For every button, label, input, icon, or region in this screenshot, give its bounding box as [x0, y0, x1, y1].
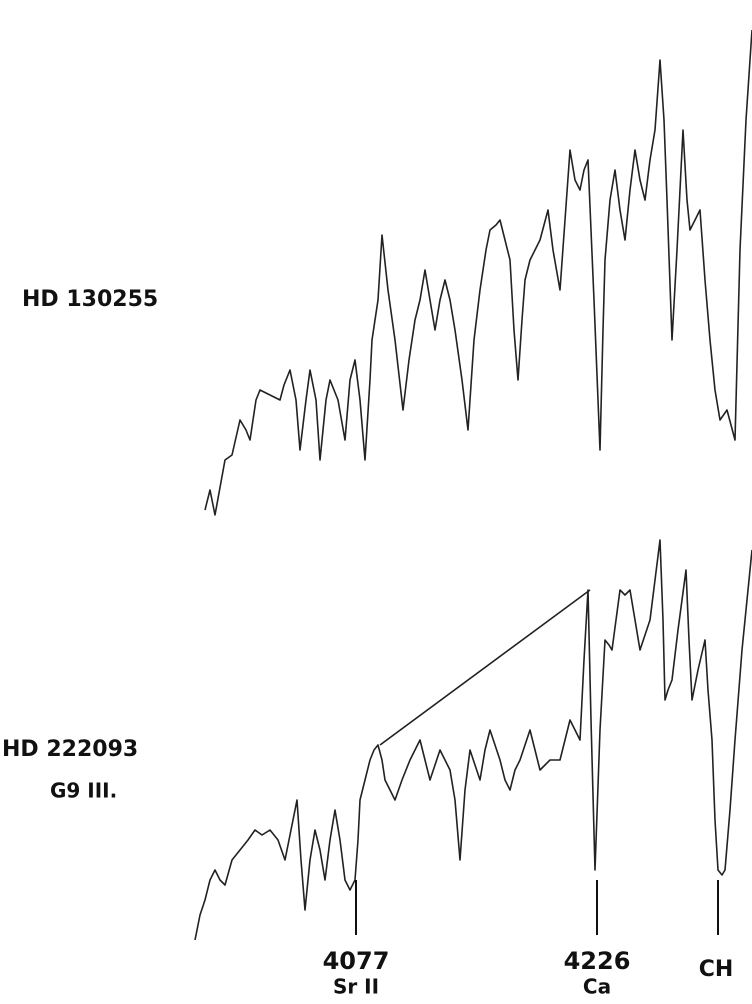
spectrum-top [204, 29, 752, 516]
element-label: Ca [583, 975, 611, 999]
wavelength-label: CH [699, 957, 734, 982]
wavelength-label: 4077 [323, 947, 390, 975]
element-label: Sr II [333, 975, 379, 999]
spectral-type: G9 III. [50, 779, 117, 803]
star-label: HD 222093 [2, 737, 138, 762]
wavelength-label: 4226 [564, 947, 631, 975]
connector-line [379, 589, 591, 746]
star-label: HD 130255 [22, 287, 158, 312]
spectrum-bottom [194, 539, 752, 941]
